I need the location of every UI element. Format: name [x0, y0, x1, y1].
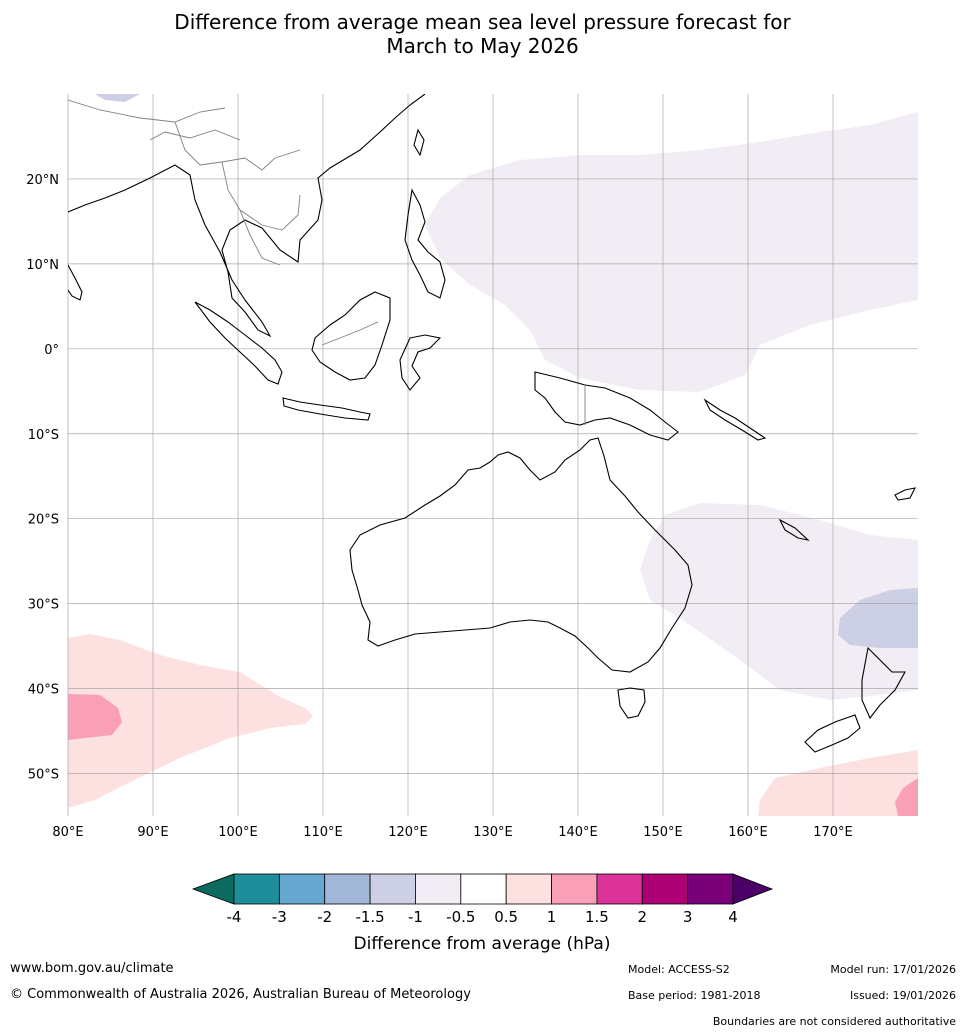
latitude-label: 10°S — [28, 428, 59, 443]
longitude-label: 80°E — [52, 825, 83, 840]
longitude-label: 90°E — [137, 825, 168, 840]
australia-coastline — [349, 437, 693, 673]
tasmania-coastline — [617, 687, 646, 719]
legend-color-bin — [278, 873, 326, 905]
anomaly-area-north-pacific — [425, 112, 918, 392]
anomaly-area-north-corner — [95, 94, 140, 102]
coastlines — [68, 94, 916, 753]
solomon-islands-coastline — [703, 398, 767, 441]
legend-tick-labels: -4 -3 -2 -1.5 -1 -0.5 0.5 1 1.5 2 3 4 — [227, 908, 738, 926]
anomaly-fields — [68, 94, 918, 816]
legend-tick-label: 1.5 — [585, 908, 609, 926]
legend-colorbar — [191, 873, 774, 905]
legend-tick-label: -0.5 — [446, 908, 475, 926]
legend-tick-label: 2 — [637, 908, 647, 926]
legend-color-bin — [369, 873, 416, 905]
legend-tick-label: -1.5 — [355, 908, 384, 926]
legend-color-bin — [596, 873, 643, 905]
longitude-axis: 80°E 90°E 100°E 110°E 120°E 130°E 140°E 150°E 16… — [52, 825, 852, 840]
boundaries-disclaimer: Boundaries are not considered authoritat… — [712, 1015, 956, 1028]
legend-color-bin — [687, 873, 734, 905]
philippines-coastline — [404, 188, 446, 299]
boundary-line — [239, 209, 281, 266]
boundary-line — [68, 99, 226, 123]
title-line-2: March to May 2026 — [386, 34, 579, 58]
anomaly-area-southern-ocean — [68, 634, 313, 808]
map-gridlines — [67, 94, 918, 816]
sumatra-coastline — [194, 301, 283, 385]
anomaly-area-southern-ocean-core — [68, 694, 122, 740]
legend-tick-label: 0.5 — [494, 908, 518, 926]
model-run-date: Model run: 17/01/2026 — [830, 963, 956, 976]
asia-mainland-coastline — [68, 94, 426, 338]
anomaly-area-southeast — [758, 750, 918, 816]
longitude-label: 170°E — [813, 825, 853, 840]
boundary-line — [221, 161, 301, 231]
latitude-label: 20°S — [28, 513, 59, 528]
legend-title: Difference from average (hPa) — [354, 934, 611, 954]
legend-color-bin — [460, 873, 507, 905]
legend-color-bin — [415, 873, 462, 905]
new-zealand-north-coastline — [861, 646, 906, 720]
legend-tick-label: 4 — [728, 908, 738, 926]
borneo-coastline — [311, 291, 391, 381]
boundary-line — [321, 321, 379, 346]
legend-tick-label: 1 — [547, 908, 557, 926]
legend-arrow-above — [732, 873, 774, 905]
new-zealand-south-coastline — [804, 714, 861, 753]
longitude-label: 140°E — [558, 825, 598, 840]
boundary-line — [149, 129, 241, 141]
taiwan-coastline — [413, 128, 425, 157]
longitude-label: 110°E — [303, 825, 343, 840]
legend-tick-label: -4 — [227, 908, 242, 926]
issued-date: Issued: 19/01/2026 — [849, 989, 956, 1002]
sulawesi-coastline — [399, 334, 442, 391]
legend-color-bin — [551, 873, 598, 905]
anomaly-area-tasman-low — [838, 588, 918, 648]
longitude-label: 150°E — [643, 825, 683, 840]
latitude-axis: 20°N 10°N 0° 10°S 20°S 30°S 40°S 50°S — [26, 173, 59, 783]
anomaly-area-southeast-core — [895, 778, 918, 816]
fiji-coastline — [894, 487, 916, 501]
website-link[interactable]: www.bom.gov.au/climate — [10, 961, 174, 976]
legend-arrow-below — [191, 873, 235, 905]
legend-tick-label: 3 — [683, 908, 693, 926]
latitude-label: 0° — [44, 343, 59, 358]
model-name: Model: ACCESS-S2 — [628, 963, 730, 976]
latitude-label: 10°N — [26, 258, 59, 273]
country-boundaries — [68, 99, 586, 425]
india-coastline — [68, 264, 83, 301]
chart-title: Difference from average mean sea level p… — [0, 10, 965, 58]
base-period: Base period: 1981-2018 — [628, 989, 761, 1002]
legend-color-bin — [324, 873, 371, 905]
new-guinea-coastline — [534, 371, 679, 441]
latitude-label: 50°S — [28, 768, 59, 783]
legend-color-bin — [233, 873, 280, 905]
longitude-label: 120°E — [388, 825, 428, 840]
latitude-label: 40°S — [28, 683, 59, 698]
new-caledonia-coastline — [778, 518, 810, 541]
longitude-label: 130°E — [473, 825, 513, 840]
legend-tick-label: -1 — [408, 908, 423, 926]
latitude-label: 20°N — [26, 173, 59, 188]
legend-color-bin — [641, 873, 689, 905]
anomaly-area-southwest-pacific — [640, 503, 918, 700]
copyright-text: © Commonwealth of Australia 2026, Austra… — [10, 987, 471, 1002]
java-coastline — [282, 397, 371, 421]
longitude-label: 160°E — [728, 825, 768, 840]
legend-tick-label: -3 — [272, 908, 287, 926]
legend-color-bin — [505, 873, 552, 905]
title-line-1: Difference from average mean sea level p… — [174, 10, 791, 34]
boundary-line — [174, 121, 301, 171]
legend-tick-label: -2 — [317, 908, 332, 926]
longitude-label: 100°E — [218, 825, 258, 840]
latitude-label: 30°S — [28, 598, 59, 613]
